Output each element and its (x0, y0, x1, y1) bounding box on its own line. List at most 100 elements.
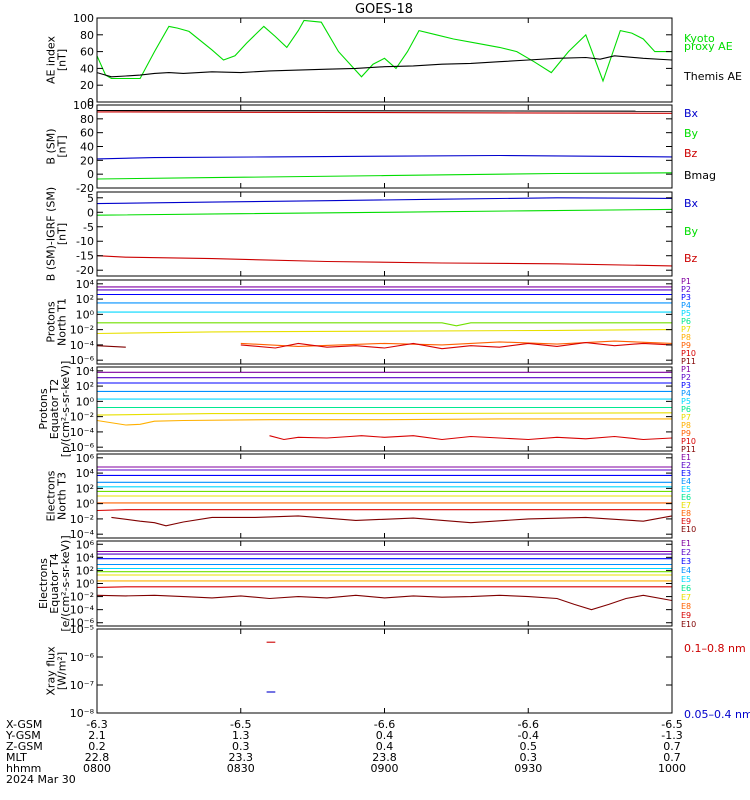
legend-protons_t2-1: P2 (681, 373, 691, 382)
ytick-label-b_igrf-5: 5 (87, 192, 94, 205)
legend-electrons_t4-2: E3 (681, 557, 691, 566)
ytick-label-protons_t2-3: 10⁰ (76, 395, 95, 408)
ytick-label-protons_t2-1: 10⁻⁴ (70, 426, 95, 439)
series-electrons_t4-8 (97, 586, 672, 588)
series-b_igrf-2 (97, 255, 672, 267)
ytick-label-protons_t2-5: 10⁴ (76, 365, 95, 378)
legend-ae-1: proxy AE (684, 40, 733, 53)
ylabel-protons_t2-2: [p/(cm²-s-sr-keV)] (59, 361, 72, 458)
series-b_sm-0 (97, 109, 672, 112)
ytick-label-ae-5: 100 (73, 12, 94, 25)
panel-b_igrf: -20-15 -10-5 05 B (SM)-IGRF (SM)[nT] Bx By Bz (45, 187, 699, 281)
series-protons_t2-8 (269, 435, 672, 441)
ytick-label-xray-2: 10⁻⁶ (70, 651, 95, 664)
ytick-label-ae-1: 20 (80, 79, 94, 92)
legend-electrons_t3-9: E10 (681, 525, 696, 534)
ylabel-ae-0: AE index (45, 35, 58, 84)
ylabel-ae-1: [nT] (56, 49, 69, 71)
ytick-label-b_igrf-4: 0 (87, 206, 94, 219)
panel-xray: 10⁻⁸ 10⁻⁷ 10⁻⁶ 10⁻⁵ Xray flux[W/m²] 0.1–0.8 n… (45, 623, 750, 721)
ytick-label-ae-2: 40 (80, 62, 94, 75)
series-protons_t1-8 (240, 342, 672, 350)
legend-protons_t2-3: P4 (681, 389, 691, 398)
xinfo-value-0-3: -6.6 (518, 718, 539, 731)
ylabel-protons_t1-0: Protons (45, 301, 58, 342)
legend-protons_t2-10: P11 (681, 445, 696, 454)
ytick-label-electrons_t4-2: 10⁻² (70, 591, 94, 604)
ytick-label-electrons_t4-3: 10⁰ (76, 578, 95, 591)
ylabel-b_sm-1: [nT] (56, 135, 69, 157)
xinfo-value-4-0: 0800 (83, 762, 111, 775)
ytick-label-protons_t1-2: 10⁻² (70, 324, 94, 337)
ytick-label-protons_t2-0: 10⁻⁶ (70, 441, 95, 454)
ytick-label-xray-0: 10⁻⁸ (70, 707, 95, 720)
ytick-label-xray-1: 10⁻⁷ (70, 679, 94, 692)
series-protons_t1-7 (240, 340, 672, 347)
legend-electrons_t4-8: E9 (681, 611, 691, 620)
legend-b_sm-2: Bz (684, 147, 698, 160)
legend-b_igrf-2: Bz (684, 252, 698, 265)
legend-electrons_t3-5: E6 (681, 493, 691, 502)
xinfo-value-0-2: -6.6 (374, 718, 395, 731)
legend-protons_t2-7: P8 (681, 421, 691, 430)
xinfo-value-3-4: 0.7 (663, 751, 681, 764)
series-b_igrf-0 (97, 197, 672, 205)
legend-protons_t2-9: P10 (681, 437, 696, 446)
legend-protons_t1-0: P1 (681, 277, 691, 286)
ylabel-xray-1: [W/m²] (56, 652, 69, 690)
legend-electrons_t3-8: E9 (681, 517, 691, 526)
xinfo-value-2-0: 0.2 (88, 740, 106, 753)
xinfo-value-1-1: 1.3 (232, 729, 250, 742)
xinfo-value-4-2: 0900 (371, 762, 399, 775)
legend-electrons_t3-7: E8 (681, 509, 691, 518)
legend-electrons_t4-6: E7 (681, 593, 691, 602)
xinfo-value-4-4: 1000 (658, 762, 686, 775)
legend-protons_t1-7: P8 (681, 333, 691, 342)
ylabel-electrons_t3-1: North T3 (56, 472, 69, 520)
ytick-label-electrons_t4-0: 10⁻⁶ (70, 617, 95, 630)
series-protons_t2-7 (97, 418, 672, 426)
xinfo-row-label-0: X-GSM (6, 718, 42, 731)
ytick-label-protons_t2-2: 10⁻² (70, 411, 94, 424)
legend-electrons_t3-6: E7 (681, 501, 691, 510)
series-ae-0 (97, 19, 672, 83)
legend-electrons_t4-7: E8 (681, 602, 691, 611)
ylabel-xray-0: Xray flux (45, 646, 58, 696)
ylabel-protons_t2-0: Protons (37, 388, 50, 429)
legend-protons_t1-5: P6 (681, 317, 691, 326)
legend-electrons_t3-4: E5 (681, 485, 691, 494)
ytick-label-electrons_t3-2: 10⁰ (76, 498, 95, 511)
xinfo-row-label-4: hhmm (6, 762, 41, 775)
xinfo-value-0-4: -6.5 (661, 718, 682, 731)
ylabel-electrons_t4-2: [e/(cm²-s-sr-keV)] (59, 535, 72, 631)
ylabel-protons_t1-1: North T1 (56, 298, 69, 346)
ytick-label-xray-3: 10⁻⁵ (70, 623, 94, 636)
series-electrons_t4-9 (97, 594, 672, 611)
legend-electrons_t3-3: E4 (681, 477, 691, 486)
plot-title: GOES-18 (355, 2, 413, 17)
xinfo-value-2-2: 0.4 (376, 740, 394, 753)
legend-protons_t1-6: P7 (681, 325, 691, 334)
ytick-label-protons_t1-3: 10⁰ (76, 308, 95, 321)
ytick-label-ae-0: 0 (87, 96, 94, 109)
series-electrons_t3-9 (111, 515, 672, 527)
legend-protons_t2-0: P1 (681, 365, 691, 374)
series-b_sm-1 (97, 111, 672, 114)
legend-electrons_t3-2: E3 (681, 469, 691, 478)
legend-electrons_t4-0: E1 (681, 539, 691, 548)
ylabel-electrons_t3-0: Electrons (45, 470, 58, 521)
legend-electrons_t4-5: E6 (681, 584, 691, 593)
ytick-label-b_sm-3: 40 (80, 141, 94, 154)
ytick-label-electrons_t3-0: 10⁻⁴ (70, 528, 95, 541)
ylabel-electrons_t4-1: Equator T4 (48, 553, 61, 613)
legend-b_sm-0: Bx (684, 107, 699, 120)
xinfo-value-0-1: -6.5 (230, 718, 251, 731)
xinfo-value-4-3: 0930 (514, 762, 542, 775)
series-protons_t2-6 (97, 412, 672, 416)
legend-protons_t2-2: P3 (681, 381, 691, 390)
